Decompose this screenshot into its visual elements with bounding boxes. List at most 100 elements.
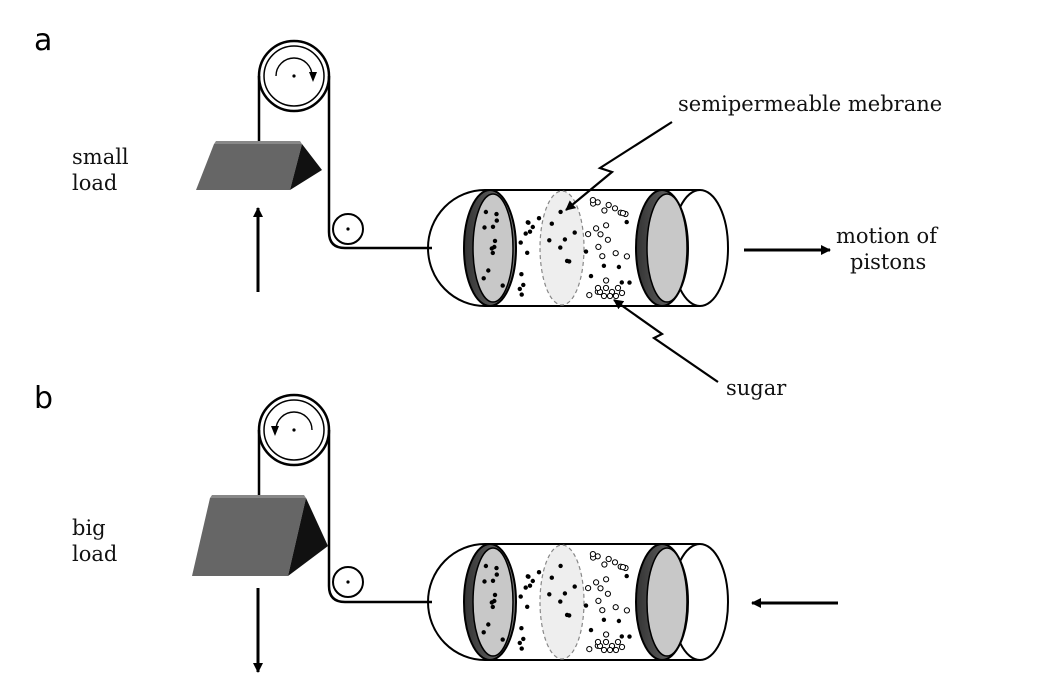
water-particle [624, 219, 629, 225]
water-particle [519, 292, 524, 297]
big-load-block [192, 495, 328, 576]
sugar-particle [585, 585, 592, 592]
water-particle [572, 230, 577, 235]
water-particle [482, 579, 487, 584]
sugar-particle [601, 561, 608, 568]
water-particle [536, 570, 542, 575]
sugar-particle [614, 284, 622, 292]
water-particle [619, 280, 624, 285]
idler-pulley-b [332, 566, 364, 598]
water-particle [558, 209, 563, 215]
water-particle [527, 229, 533, 234]
water-particle [483, 563, 489, 569]
water-particle [572, 584, 577, 589]
water-particle [624, 573, 629, 579]
water-particle [486, 268, 491, 273]
sugar-particle [603, 277, 610, 284]
water-particle [564, 258, 570, 264]
water-particle [530, 578, 535, 584]
sugar-particle [605, 201, 612, 209]
water-particle [517, 286, 522, 292]
water-particle [521, 282, 526, 288]
sugar-particle [599, 607, 606, 614]
water-particle [492, 592, 498, 598]
water-particle [492, 598, 497, 604]
water-particle [616, 264, 622, 270]
big-load-label-line1: big [72, 516, 106, 540]
sugar-particle [603, 576, 610, 583]
sugar-particle [586, 646, 593, 653]
water-particle [601, 263, 607, 268]
sugar-particle [611, 559, 619, 566]
water-particle [547, 238, 552, 243]
sugar-particle [604, 590, 612, 597]
small-load-label-line1: small [72, 145, 129, 169]
water-particle [494, 572, 499, 577]
sugar-particle [597, 585, 604, 592]
rope-a [257, 76, 432, 250]
water-particle [564, 612, 570, 618]
water-particle [490, 604, 495, 610]
sugar-particle [614, 638, 622, 646]
sugar-particle [586, 292, 593, 299]
cylinder-a [427, 189, 729, 307]
water-particle [518, 594, 523, 599]
water-particle [558, 563, 563, 569]
sugar-particle [611, 205, 619, 212]
motion-label-line2: pistons [850, 250, 926, 274]
membrane-pointer-a [565, 121, 673, 211]
sugar-particle [612, 646, 620, 654]
pulley-wheel-b [257, 393, 331, 467]
water-particle [481, 276, 486, 281]
water-particle [547, 592, 552, 597]
water-particle [549, 575, 554, 580]
water-particle [500, 283, 505, 288]
sugar-particle [603, 222, 610, 229]
water-particle [627, 280, 632, 285]
water-particle [619, 634, 624, 639]
water-particle [536, 216, 542, 221]
water-particle [523, 231, 528, 236]
rope-b [257, 430, 432, 604]
sugar-particle [589, 551, 597, 558]
sugar-particle [623, 607, 631, 614]
water-particle [519, 626, 524, 631]
idler-pulley-a [332, 213, 364, 245]
sugar-particle [606, 646, 614, 654]
water-particle [601, 617, 607, 622]
water-particle [490, 224, 496, 229]
sugar-particle [589, 197, 597, 204]
sugar-particle [601, 207, 608, 214]
water-particle [583, 249, 589, 254]
water-particle [588, 273, 594, 279]
water-particle [616, 618, 622, 624]
rotation-arrow-icon-b [275, 411, 313, 431]
water-particle [562, 591, 568, 596]
sugar-particle [618, 289, 626, 297]
water-particle [494, 218, 499, 223]
water-particle [521, 636, 526, 642]
water-particle [583, 603, 589, 608]
water-particle [492, 238, 498, 244]
sugar-particle [612, 250, 619, 257]
water-particle [523, 585, 528, 590]
sugar-particle [612, 604, 619, 611]
sugar-particle [603, 631, 610, 638]
water-particle [482, 225, 487, 230]
water-particle [526, 220, 531, 225]
sugar-particle [619, 210, 627, 217]
water-particle [549, 221, 554, 226]
particles-b [481, 551, 632, 654]
sugar-particle [585, 231, 592, 238]
water-particle [526, 574, 531, 579]
water-particle [517, 640, 522, 646]
water-particle [518, 240, 523, 245]
water-particle [530, 224, 535, 230]
membrane-label: semipermeable mebrane [678, 92, 942, 116]
panel-letter-b: b [34, 381, 53, 416]
sugar-particle [600, 292, 608, 300]
sugar-particle [602, 284, 610, 292]
sugar-label: sugar [726, 376, 787, 400]
water-particle [627, 634, 632, 639]
